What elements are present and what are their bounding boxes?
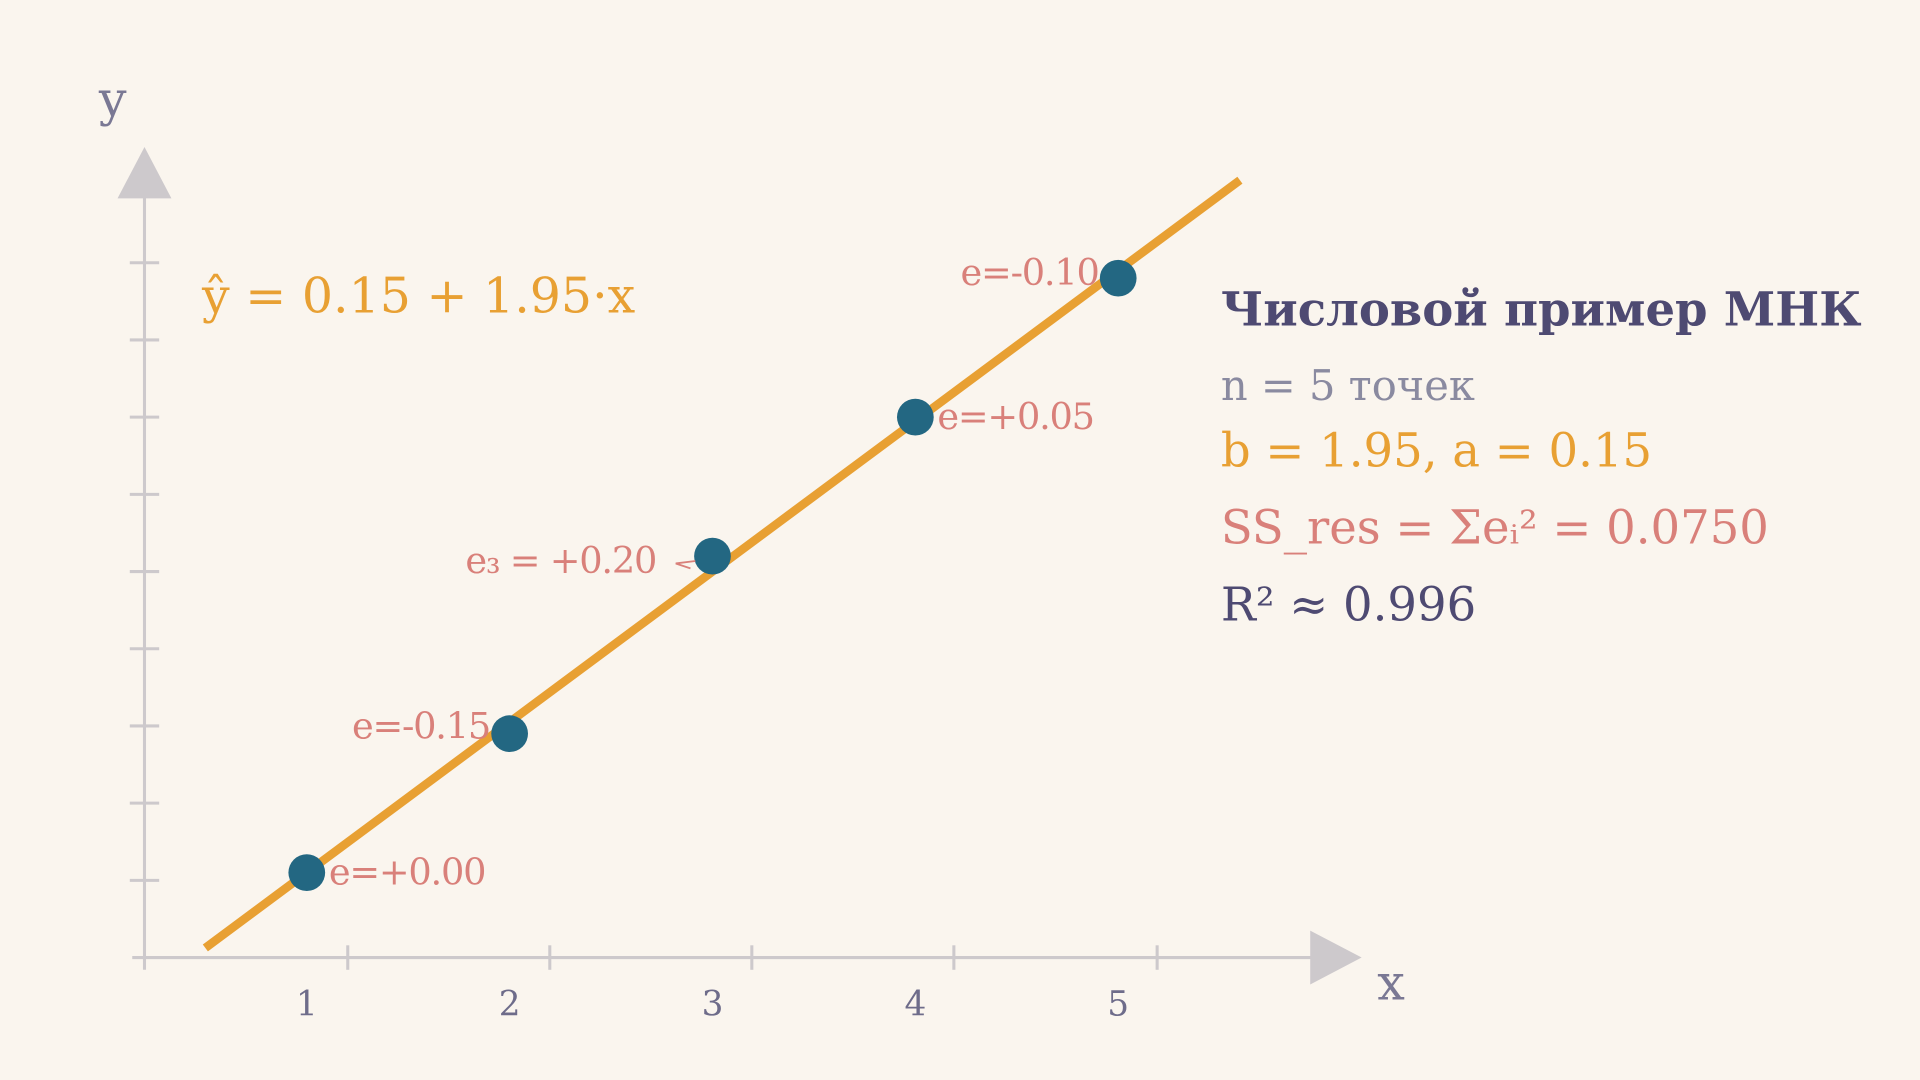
x-tick-label: 1 [296, 985, 318, 1025]
residual-label: e=-0.10 [961, 251, 1099, 294]
panel-line: SS_res = Σeᵢ² = 0.0750 [1221, 500, 1769, 554]
residual-pointer [675, 560, 696, 570]
y-arrow [117, 146, 172, 199]
panel-line: n = 5 точек [1221, 361, 1475, 410]
data-point [288, 854, 326, 891]
residual-label: e=+0.00 [329, 851, 485, 894]
data-point [694, 537, 731, 575]
x-axis-label: x [1377, 954, 1405, 1011]
residual-label: e=-0.15 [352, 704, 490, 747]
residual-label: e=+0.05 [937, 395, 1093, 438]
fit-equation: ŷ = 0.15 + 1.95·x [201, 268, 636, 325]
panel-line: R² ≈ 0.996 [1221, 578, 1476, 632]
panel-title: Числовой пример МНК [1221, 281, 1862, 336]
x-arrow [1310, 930, 1362, 985]
x-tick-label: 2 [499, 985, 521, 1025]
x-tick-label: 3 [702, 985, 724, 1025]
panel-line: b = 1.95, a = 0.15 [1221, 423, 1652, 477]
data-point [896, 398, 934, 436]
data-point [1099, 259, 1137, 297]
data-point [491, 715, 528, 753]
y-axis-label: y [98, 70, 127, 127]
x-tick-label: 4 [904, 985, 926, 1025]
x-tick-label: 5 [1107, 985, 1129, 1025]
residual-label: e₃ = +0.20 [465, 539, 656, 582]
